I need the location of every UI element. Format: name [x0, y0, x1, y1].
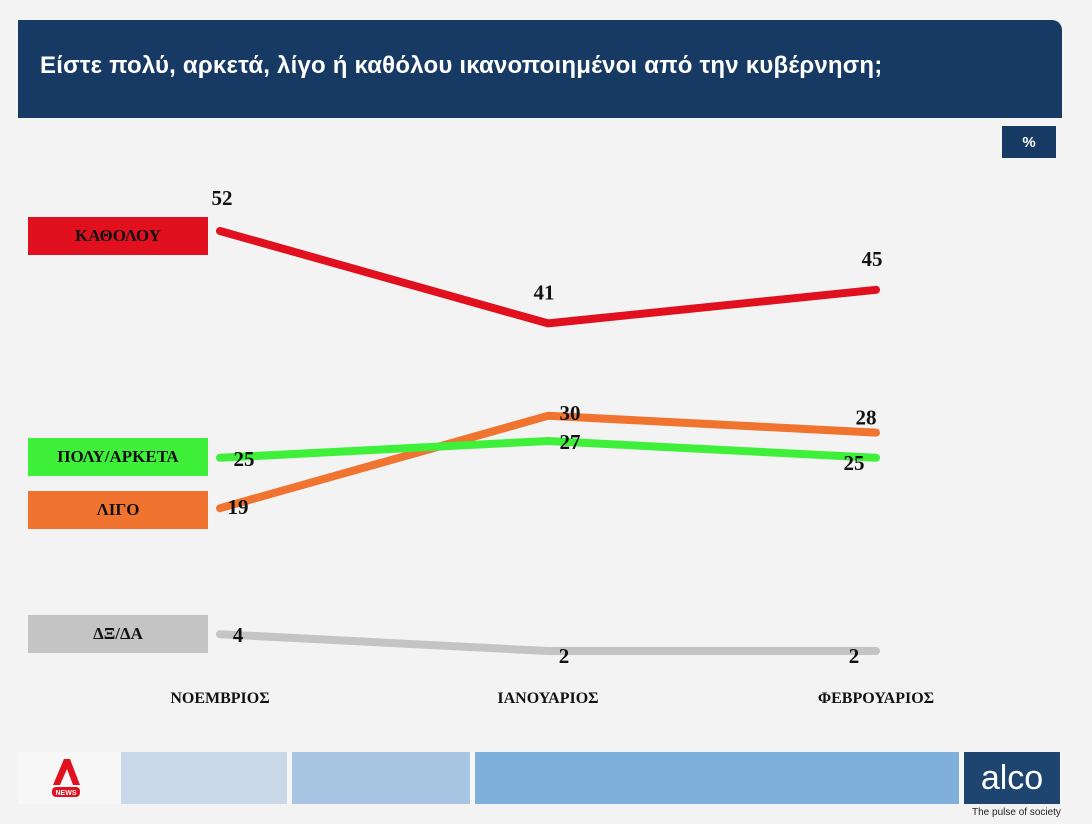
chart-header: Είστε πολύ, αρκετά, λίγο ή καθόλου ικανο…: [18, 20, 1062, 118]
svg-text:NEWS: NEWS: [56, 790, 77, 797]
footer-block-3: [475, 752, 959, 804]
data-label-1-2: 28: [856, 406, 877, 430]
unit-badge: %: [1002, 126, 1056, 158]
data-label-3-1: 2: [559, 644, 570, 668]
legend-item-ligo: ΛΙΓΟ: [28, 491, 208, 529]
category-label-1: ΙΑΝΟΥΑΡΙΟΣ: [497, 690, 598, 707]
alco-tagline: The pulse of society: [972, 807, 1061, 818]
chart-title: Είστε πολύ, αρκετά, λίγο ή καθόλου ικανο…: [40, 52, 883, 79]
category-label-2: ΦΕΒΡΟΥΑΡΙΟΣ: [818, 690, 934, 707]
legend-item-katholou: ΚΑΘΟΛΟΥ: [28, 217, 208, 255]
series-line-3: [216, 630, 880, 655]
alpha-news-logo-icon: NEWS: [52, 759, 80, 797]
series-line-1: [216, 411, 880, 513]
legend-item-poly-arketa: ΠΟΛΥ/ΑΡΚΕΤΑ: [28, 438, 208, 476]
footer-block-1: [121, 752, 287, 804]
data-label-2-1: 27: [560, 430, 581, 454]
alpha-news-logo: NEWS: [18, 752, 114, 804]
footer-block-2: [292, 752, 470, 804]
data-label-1-1: 30: [560, 401, 581, 425]
data-label-0-1: 41: [534, 280, 555, 304]
data-label-3-0: 4: [233, 623, 244, 647]
category-label-0: ΝΟΕΜΒΡΙΟΣ: [170, 690, 269, 707]
data-label-1-0: 19: [228, 495, 249, 519]
alco-logo: alco: [964, 752, 1060, 804]
data-label-2-0: 25: [234, 447, 255, 471]
legend-item-dk-na: ΔΞ/ΔΑ: [28, 615, 208, 653]
data-label-3-2: 2: [849, 644, 860, 668]
data-label-0-2: 45: [862, 247, 883, 271]
series-line-2: [216, 437, 880, 462]
data-label-0-0: 52: [212, 186, 233, 210]
data-label-2-2: 25: [844, 451, 865, 475]
series-line-0: [216, 227, 880, 328]
